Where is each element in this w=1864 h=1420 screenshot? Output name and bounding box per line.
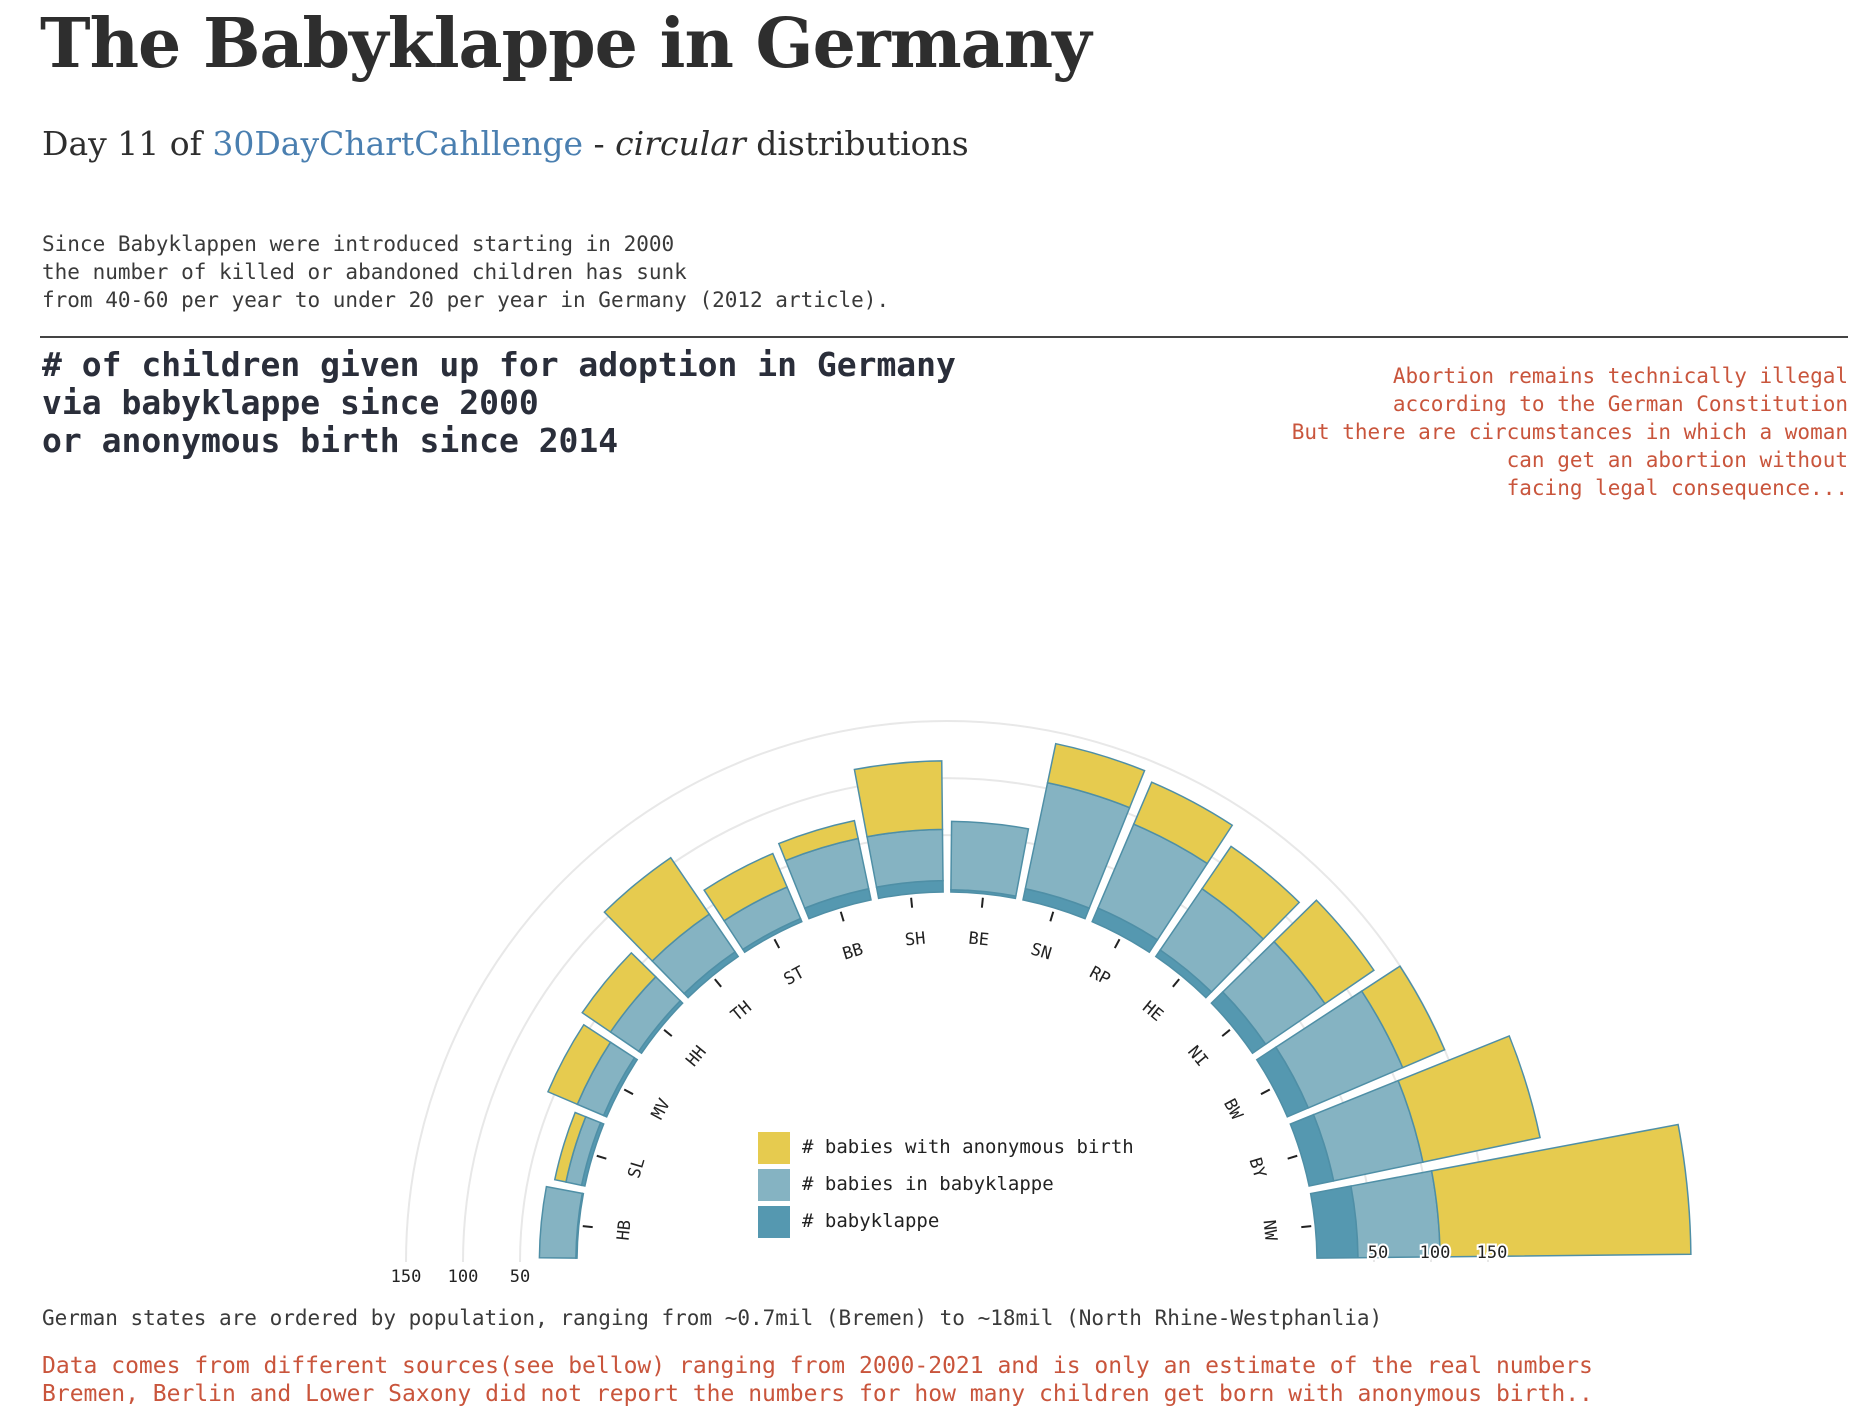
category-label-sn: SN xyxy=(1028,939,1053,964)
category-label-mv: MV xyxy=(648,1096,675,1123)
tick-he xyxy=(1172,978,1180,988)
tick-sh xyxy=(910,897,914,908)
category-label-hh: HH xyxy=(682,1042,710,1071)
bar-th-anonymous-birth xyxy=(603,856,711,963)
category-label-hb: HB xyxy=(614,1219,636,1241)
tick-th xyxy=(714,978,722,988)
radial-bar-chart: HB SL MV HH TH ST BB SH BE SN RP HE NI BW BY NW 50 50 100… xyxy=(391,720,1692,1287)
tick-sn xyxy=(1049,911,1055,922)
tick-bb xyxy=(839,911,845,922)
legend-label-babyklappe: # babyklappe xyxy=(802,1210,940,1232)
category-label-th: TH xyxy=(727,997,756,1025)
category-label-be: BE xyxy=(968,929,990,951)
radial-axis-labels: 50 50 100 100 150 150 xyxy=(391,1241,1510,1287)
tick-mv xyxy=(623,1088,634,1096)
divider xyxy=(40,336,1848,338)
bar-ni-anonymous-birth xyxy=(1273,899,1375,1005)
chart-heading: # of children given up for adoption in G… xyxy=(42,345,956,460)
challenge-link[interactable]: 30DayChartCahllenge xyxy=(212,124,584,163)
tick-st xyxy=(773,938,781,949)
legend-swatch-babyklappe xyxy=(758,1206,790,1238)
bar-sl-anonymous-birth xyxy=(553,1111,587,1183)
bar-bb-anonymous-birth xyxy=(777,819,860,862)
category-label-rp: RP xyxy=(1086,963,1113,990)
subtitle-emphasis: circular xyxy=(615,124,746,163)
bar-he-anonymous-birth xyxy=(1201,845,1301,941)
legend: # babies with anonymous birth # babies i… xyxy=(758,1132,1178,1242)
data-notes: Data comes from different sources(see be… xyxy=(42,1353,1593,1407)
category-label-nw: NW xyxy=(1258,1219,1280,1242)
tick-hb xyxy=(582,1225,593,1229)
subtitle-separator: - xyxy=(583,124,616,163)
bar-hb-babies-in-babyklappe xyxy=(538,1185,584,1259)
bar-mv-anonymous-birth xyxy=(546,1023,612,1106)
axis-label-right-50: 50 xyxy=(1368,1243,1388,1263)
category-label-st: ST xyxy=(781,963,808,990)
category-label-ni: NI xyxy=(1183,1042,1211,1071)
bar-sh-anonymous-birth xyxy=(853,760,944,838)
category-label-by: BY xyxy=(1245,1155,1270,1180)
bar-sh-babies-in-babyklappe xyxy=(866,828,944,889)
category-label-bb: BB xyxy=(840,939,865,964)
tick-be xyxy=(980,897,984,908)
axis-label-right-150: 150 xyxy=(1477,1243,1508,1263)
bar-be-babies-in-babyklappe xyxy=(950,820,1030,898)
intro-text: Since Babyklappen were introduced starti… xyxy=(42,232,890,312)
legend-label-anonymous-birth: # babies with anonymous birth xyxy=(802,1136,1134,1158)
tick-sl xyxy=(596,1154,607,1160)
category-label-sh: SH xyxy=(904,929,926,951)
bar-rp-anonymous-birth xyxy=(1132,781,1234,865)
axis-label-left-50: 50 xyxy=(510,1267,530,1287)
bar-bw-anonymous-birth xyxy=(1360,965,1446,1069)
category-label-he: HE xyxy=(1138,997,1167,1025)
bar-sn-anonymous-birth xyxy=(1046,742,1146,809)
axis-label-left-150: 150 xyxy=(391,1267,422,1287)
legend-swatch-babies-in-babyklappe xyxy=(758,1169,790,1201)
tick-bw xyxy=(1260,1088,1271,1096)
subtitle: Day 11 of 30DayChartCahllenge - circular… xyxy=(42,124,969,163)
side-note: Abortion remains technically illegal acc… xyxy=(1291,364,1848,500)
subtitle-suffix: distributions xyxy=(745,124,969,163)
chart-bars xyxy=(538,742,1692,1259)
axis-label-left-100: 100 xyxy=(448,1267,479,1287)
bar-by-anonymous-birth xyxy=(1397,1035,1541,1164)
caption: German states are ordered by population,… xyxy=(42,1306,1383,1330)
tick-ni xyxy=(1221,1029,1231,1037)
category-label-sl: SL xyxy=(624,1155,649,1180)
tick-rp xyxy=(1113,938,1121,949)
tick-nw xyxy=(1301,1225,1312,1229)
bar-nw-babyklappe xyxy=(1309,1185,1359,1259)
bar-nw-anonymous-birth xyxy=(1430,1123,1692,1258)
legend-swatch-anonymous-birth xyxy=(758,1132,790,1164)
bar-st-anonymous-birth xyxy=(703,852,789,922)
tick-by xyxy=(1287,1154,1298,1160)
tick-hh xyxy=(663,1029,673,1037)
bar-hh-anonymous-birth xyxy=(581,951,657,1034)
page-title: The Babyklappe in Germany xyxy=(40,4,1092,84)
subtitle-prefix: Day 11 of xyxy=(42,124,213,163)
axis-label-right-100: 100 xyxy=(1420,1243,1451,1263)
category-label-bw: BW xyxy=(1219,1096,1247,1124)
legend-label-babies-in-babyklappe: # babies in babyklappe xyxy=(802,1173,1054,1195)
